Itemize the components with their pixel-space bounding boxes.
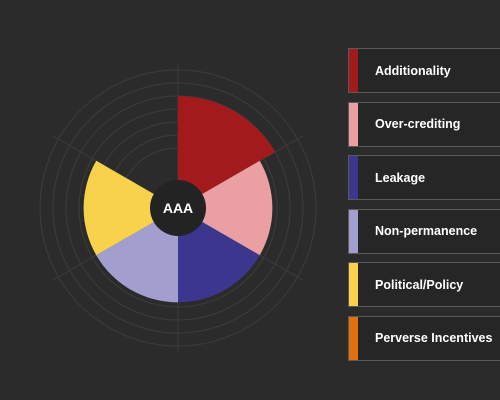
legend-item: Non-permanence (348, 208, 500, 254)
legend-swatch (349, 49, 358, 92)
legend-label: Over-crediting (375, 117, 461, 131)
legend-item: Perverse Incentives (348, 315, 500, 361)
legend-label: Additionality (375, 63, 451, 78)
chart-legend: Additionality Over-crediting Leakage Non-pe… (348, 48, 500, 369)
legend-swatch (349, 102, 358, 146)
legend-label: Non-permanence (375, 224, 478, 238)
slice-additionality (178, 96, 275, 196)
center-label: AAA (163, 200, 193, 216)
legend-item: Political/Policy (348, 262, 500, 307)
center-badge (150, 180, 206, 236)
slice-non-permanence (96, 220, 178, 303)
legend-swatch (349, 209, 358, 253)
legend-swatch (349, 316, 358, 360)
legend-item: Additionality (348, 48, 500, 93)
legend-label: Leakage (375, 170, 426, 185)
legend-label: Political/Policy (375, 277, 464, 292)
legend-swatch (349, 156, 358, 199)
legend-swatch (349, 263, 358, 306)
slice-over-crediting (198, 160, 273, 256)
chart-slices (83, 96, 275, 303)
legend-item: Over-crediting (348, 101, 500, 147)
slice-political-policy (83, 160, 158, 256)
legend-label: Perverse Incentives (375, 331, 493, 345)
slice-leakage (178, 220, 260, 303)
legend-item: Leakage (348, 155, 500, 200)
